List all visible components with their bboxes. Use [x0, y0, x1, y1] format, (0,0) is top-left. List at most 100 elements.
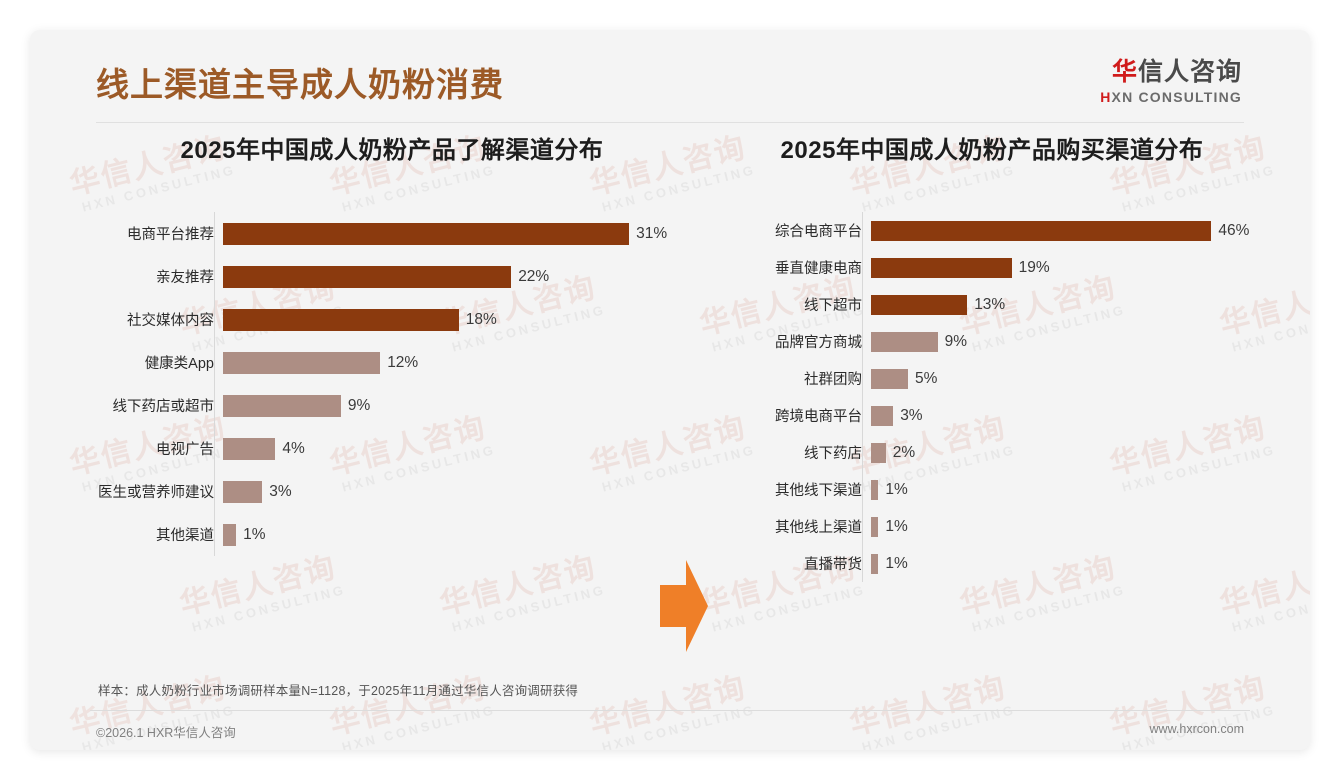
bar-container: 12%	[223, 341, 688, 384]
bar-container: 31%	[223, 212, 688, 255]
value-label: 3%	[269, 482, 292, 500]
chart-row: 其他线上渠道 1%	[730, 508, 1260, 545]
chart-row: 品牌官方商城 9%	[730, 323, 1260, 360]
value-label: 2%	[892, 443, 916, 461]
bar	[223, 265, 512, 288]
category-label: 社群团购	[804, 372, 862, 388]
charts-area: 2025年中国成人奶粉产品了解渠道分布 电商平台推荐 31% 亲友推荐 22% 社交媒体…	[30, 130, 1310, 660]
chart-row: 线下药店或超市 9%	[88, 384, 688, 427]
bar	[871, 368, 908, 389]
category-label: 线下药店	[804, 446, 862, 462]
value-label: 46%	[1218, 221, 1250, 239]
bar-container: 5%	[871, 360, 1260, 397]
category-label: 电商平台推荐	[127, 227, 214, 243]
bar-container: 22%	[223, 255, 688, 298]
source-note: 样本：成人奶粉行业市场调研样本量N=1128，于2025年11月通过华信人咨询调…	[98, 684, 579, 698]
chart-row: 线下超市 13%	[730, 286, 1260, 323]
bar	[223, 308, 459, 331]
company-logo: 华信人咨询 HXN CONSULTING	[1100, 58, 1242, 106]
chart-row: 医生或营养师建议 3%	[88, 470, 688, 513]
chart-row: 电商平台推荐 31%	[88, 212, 688, 255]
chart-row: 垂直健康电商 19%	[730, 249, 1260, 286]
category-label: 其他线下渠道	[775, 483, 862, 499]
chart-row: 社交媒体内容 18%	[88, 298, 688, 341]
value-label: 1%	[243, 525, 266, 543]
value-label: 1%	[885, 517, 908, 535]
bar-container: 1%	[871, 471, 1260, 508]
bar-container: 9%	[223, 384, 688, 427]
value-label: 31%	[636, 224, 668, 242]
value-label: 3%	[900, 406, 923, 424]
value-label: 19%	[1018, 258, 1050, 276]
bar-container: 3%	[223, 470, 688, 513]
category-label: 电视广告	[156, 442, 214, 458]
value-label: 4%	[282, 439, 305, 457]
bar-chart-awareness: 电商平台推荐 31% 亲友推荐 22% 社交媒体内容 18% 健康类App 12% 线下药店或超…	[88, 212, 688, 556]
category-label: 线下超市	[804, 298, 862, 314]
category-label: 品牌官方商城	[775, 335, 862, 351]
bar-container: 13%	[871, 286, 1260, 323]
value-label: 13%	[974, 295, 1006, 313]
bar-container: 9%	[871, 323, 1260, 360]
chart-title-awareness: 2025年中国成人奶粉产品了解渠道分布	[180, 137, 604, 164]
logo-english-text: HXN CONSULTING	[1100, 89, 1242, 106]
bar-container: 2%	[871, 434, 1260, 471]
logo-en-rest: XN CONSULTING	[1111, 88, 1242, 105]
chart-row: 健康类App 12%	[88, 341, 688, 384]
category-label: 垂直健康电商	[775, 261, 862, 277]
slide-header: 线上渠道主导成人奶粉消费 华信人咨询 HXN CONSULTING	[30, 30, 1310, 122]
category-label: 直播带货	[804, 557, 862, 573]
bar	[223, 351, 381, 374]
category-label: 亲友推荐	[156, 270, 214, 286]
right-arrow-icon	[660, 560, 708, 652]
bar	[871, 553, 879, 574]
bar	[871, 479, 879, 500]
bar	[871, 257, 1012, 278]
value-label: 9%	[347, 396, 371, 414]
chart-row: 电视广告 4%	[88, 427, 688, 470]
category-label: 其他线上渠道	[775, 520, 862, 536]
bar-container: 1%	[223, 513, 688, 556]
value-label: 22%	[518, 267, 550, 285]
chart-panel-purchase: 2025年中国成人奶粉产品购买渠道分布 综合电商平台 46% 垂直健康电商 19% 线下…	[730, 130, 1260, 582]
bar-container: 1%	[871, 508, 1260, 545]
bar-container: 3%	[871, 397, 1260, 434]
value-label: 9%	[944, 332, 967, 350]
bar	[223, 394, 341, 417]
logo-en-accent-char: H	[1100, 88, 1112, 105]
chart-row: 社群团购 5%	[730, 360, 1260, 397]
bar	[223, 480, 263, 503]
bar	[871, 294, 968, 315]
category-label: 综合电商平台	[775, 224, 862, 240]
website-link[interactable]: www.hxrcon.com	[1149, 722, 1244, 736]
page-title: 线上渠道主导成人奶粉消费	[96, 66, 504, 103]
footer-divider	[90, 710, 1250, 711]
value-label: 1%	[885, 480, 908, 498]
category-label: 跨境电商平台	[775, 409, 862, 425]
bar	[871, 220, 1212, 241]
logo-cn-rest: 信人咨询	[1137, 58, 1242, 86]
bar-container: 46%	[871, 212, 1260, 249]
chart-panel-awareness: 2025年中国成人奶粉产品了解渠道分布 电商平台推荐 31% 亲友推荐 22% 社交媒体…	[88, 130, 688, 556]
category-label: 健康类App	[144, 356, 214, 372]
bar-container: 18%	[223, 298, 688, 341]
bar	[223, 523, 237, 546]
bar-container: 19%	[871, 249, 1260, 286]
bar	[871, 405, 894, 426]
bar	[223, 437, 276, 460]
value-label: 5%	[915, 369, 938, 387]
logo-cn-accent-char: 华	[1111, 58, 1138, 86]
chart-row: 跨境电商平台 3%	[730, 397, 1260, 434]
slide-footer: ©2026.1 HXR华信人咨询 www.hxrcon.com	[90, 716, 1250, 746]
chart-row: 亲友推荐 22%	[88, 255, 688, 298]
copyright-text: ©2026.1 HXR华信人咨询	[96, 726, 236, 740]
category-label: 其他渠道	[156, 528, 214, 544]
category-label: 医生或营养师建议	[98, 485, 214, 501]
logo-chinese-text: 华信人咨询	[1100, 58, 1242, 87]
bar	[871, 331, 938, 352]
bar	[223, 222, 630, 245]
value-label: 18%	[465, 310, 497, 328]
chart-row: 直播带货 1%	[730, 545, 1260, 582]
header-divider	[96, 122, 1244, 123]
value-label: 1%	[885, 554, 908, 572]
